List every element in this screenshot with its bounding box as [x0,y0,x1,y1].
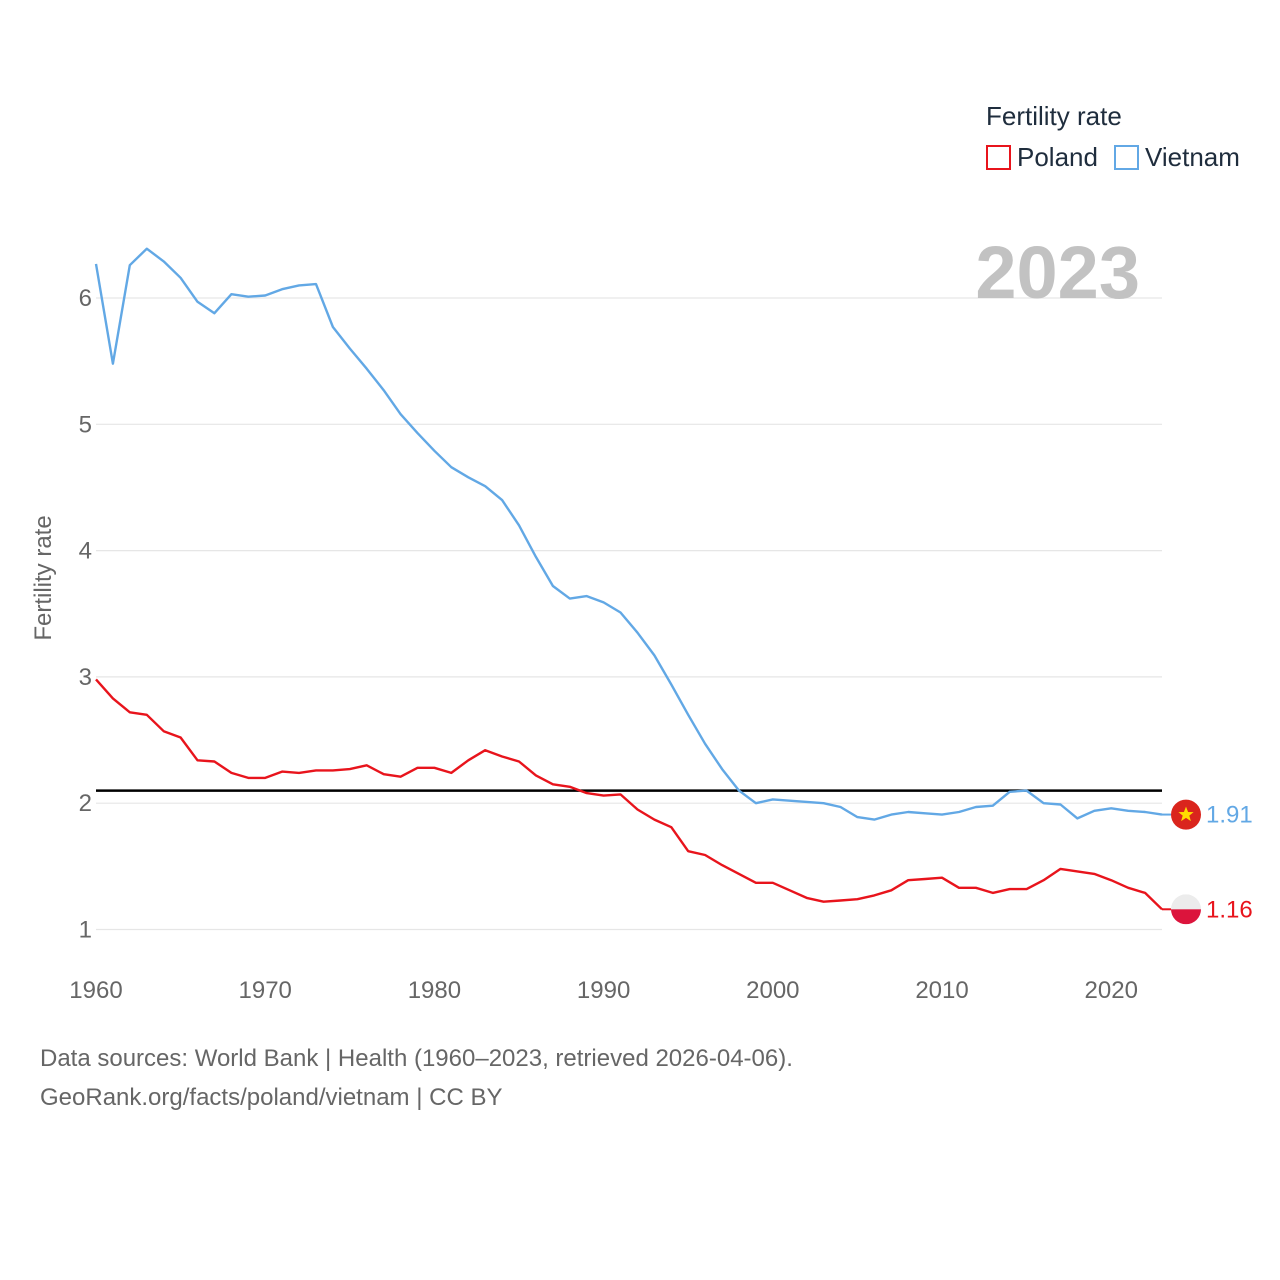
attribution-line: GeoRank.org/facts/poland/vietnam | CC BY [40,1084,503,1111]
x-tick-label: 1960 [69,977,122,1004]
legend-label-vietnam: Vietnam [1145,142,1240,172]
y-tick-label: 4 [79,538,92,565]
series-line-vietnam [94,247,1163,821]
x-tick-label: 1980 [408,977,461,1004]
y-tick-label: 6 [79,285,92,312]
legend: Fertility rate Poland Vietnam [986,101,1240,172]
x-axis-ticks: 1960 1970 1980 1990 2000 2010 2020 [69,977,1138,1004]
source-line: Data sources: World Bank | Health (1960–… [40,1045,793,1072]
y-axis-ticks: 1 2 3 4 5 6 [79,285,92,944]
y-tick-label: 3 [79,664,92,691]
current-year-label: 2023 [975,231,1140,314]
y-tick-label: 5 [79,411,92,438]
x-tick-label: 2010 [915,977,968,1004]
poland-end-value: 1.16 [1206,896,1253,923]
poland-flag-icon [1171,894,1201,925]
vietnam-end-value: 1.91 [1206,802,1253,829]
y-tick-label: 2 [79,790,92,817]
x-tick-label: 2020 [1085,977,1138,1004]
x-tick-label: 1970 [239,977,292,1004]
y-axis-title: Fertility rate [30,515,57,640]
x-tick-label: 2000 [746,977,799,1004]
legend-label-poland: Poland [1017,142,1098,172]
legend-swatch-vietnam [1114,145,1139,170]
legend-title: Fertility rate [986,101,1122,131]
x-tick-label: 1990 [577,977,630,1004]
legend-item-poland[interactable]: Poland [986,142,1098,172]
gridlines [96,297,1162,931]
y-tick-label: 1 [79,917,92,944]
series-line-poland [95,678,1163,911]
legend-swatch-poland [986,145,1011,170]
legend-item-vietnam[interactable]: Vietnam [1114,142,1240,172]
vietnam-flag-icon [1171,799,1201,830]
series-lines [94,247,1171,911]
